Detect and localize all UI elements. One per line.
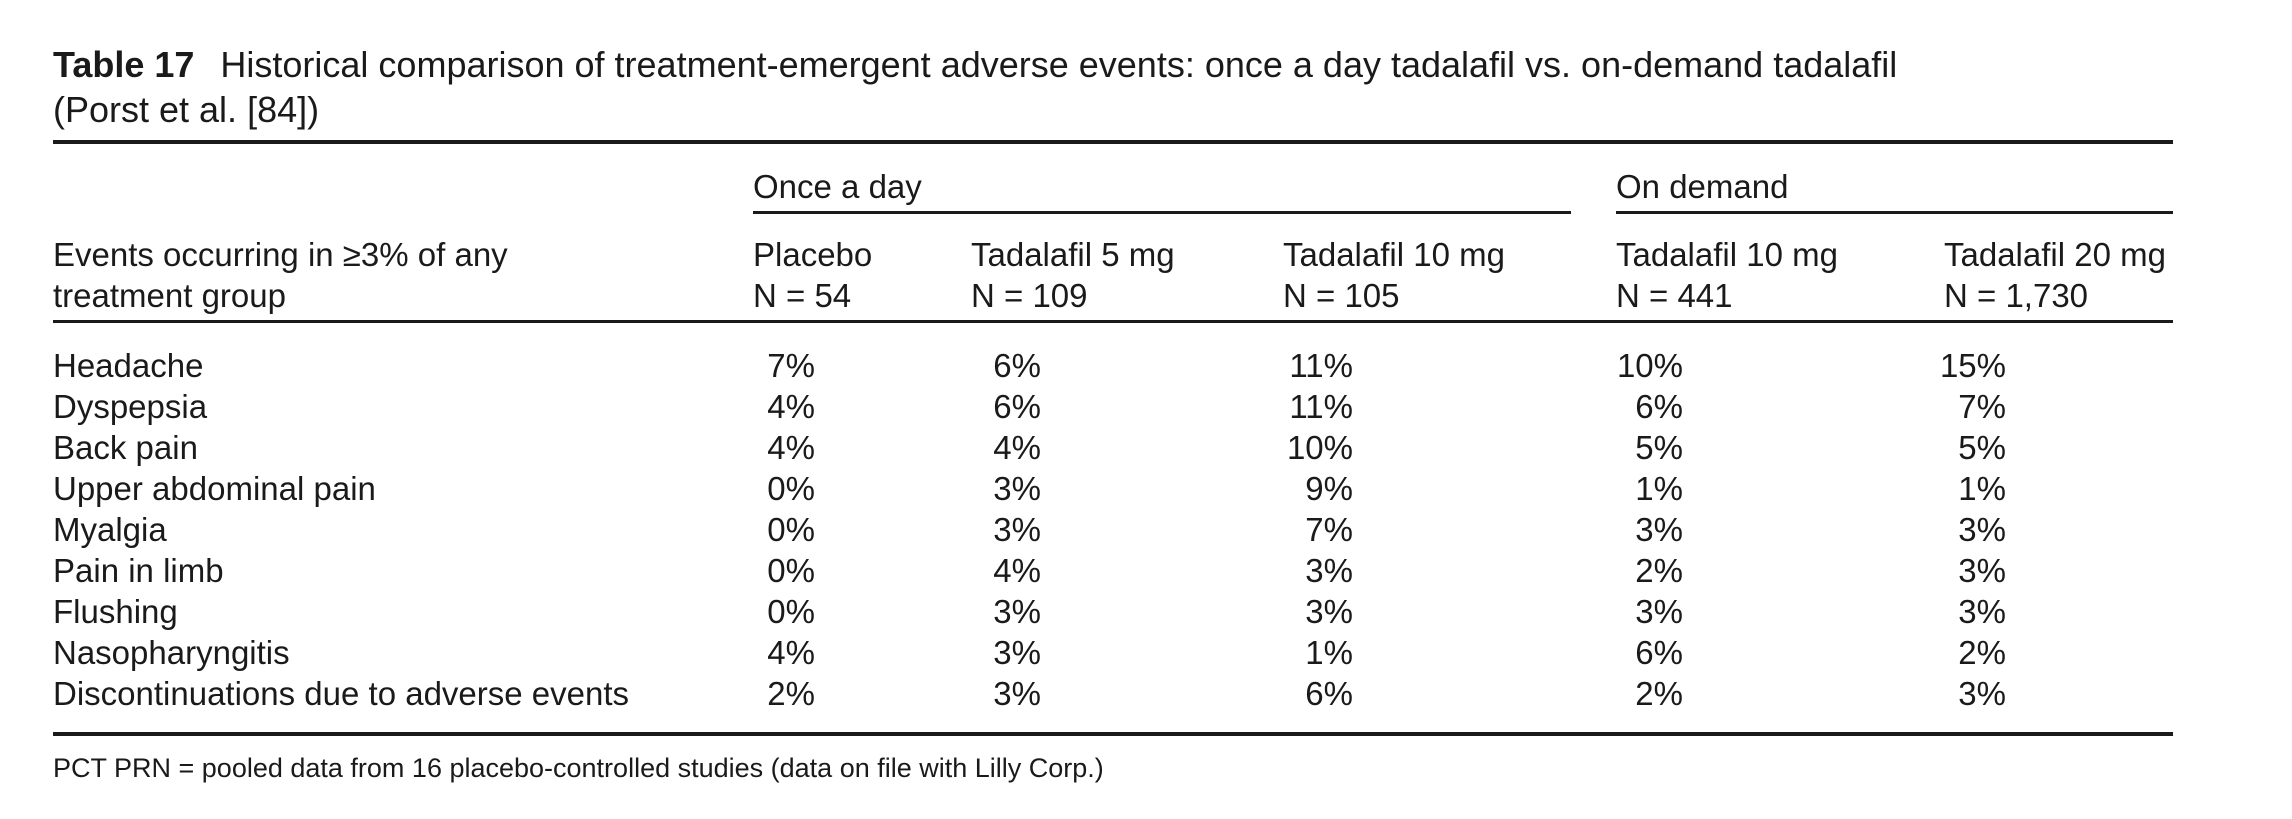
table-cell-value: 0%	[767, 593, 815, 630]
row-event-label: Flushing	[53, 593, 178, 630]
table-cell-value: 11%	[1289, 347, 1353, 384]
table-cell-value: 4%	[993, 429, 1041, 466]
table-title: Historical comparison of treatment-emerg…	[220, 44, 1898, 85]
column-n: N = 109	[971, 277, 1088, 314]
table-cell-value: 3%	[1958, 675, 2006, 712]
table-cell-value: 2%	[1635, 675, 1683, 712]
table-label: Table 17	[53, 44, 195, 85]
group-rule-once-a-day	[753, 211, 1571, 214]
column-n: N = 105	[1283, 277, 1400, 314]
table-cell-value: 6%	[993, 388, 1041, 425]
table-cell-value: 4%	[767, 429, 815, 466]
column-header-tadalafil-20mg: Tadalafil 20 mg N = 1,730	[1944, 234, 2166, 316]
header-rule	[53, 320, 2173, 323]
table-cell-value: 9%	[1305, 470, 1353, 507]
table-cell-value: 3%	[993, 675, 1041, 712]
table-cell-value: 2%	[1635, 552, 1683, 589]
table-cell-value: 2%	[767, 675, 815, 712]
table-cell-value: 10%	[1616, 347, 1683, 384]
table-cell-value: 3%	[1958, 511, 2006, 548]
row-event-label: Nasopharyngitis	[53, 634, 290, 671]
table-cell-value: 7%	[1305, 511, 1353, 548]
table-cell-value: 3%	[1305, 552, 1353, 589]
group-header-once-a-day: Once a day	[753, 168, 922, 205]
table-cell-value: 3%	[1635, 511, 1683, 548]
table-footnote: PCT PRN = pooled data from 16 placebo-co…	[53, 753, 1104, 783]
table-cell-value: 6%	[1305, 675, 1353, 712]
table-cell-value: 7%	[1958, 388, 2006, 425]
table-cell-value: 6%	[1635, 634, 1683, 671]
table-cell-value: 0%	[767, 552, 815, 589]
table-cell-value: 15%	[1939, 347, 2006, 384]
column-name: Placebo	[753, 236, 873, 273]
row-event-label: Headache	[53, 347, 204, 384]
row-event-label: Myalgia	[53, 511, 167, 548]
top-rule	[53, 140, 2173, 144]
table-cell-value: 3%	[993, 511, 1041, 548]
table-cell-value: 3%	[993, 593, 1041, 630]
table-cell-value: 4%	[767, 634, 815, 671]
table-cell-value: 3%	[1958, 552, 2006, 589]
table-cell-value: 3%	[993, 634, 1041, 671]
column-n: N = 441	[1616, 277, 1733, 314]
row-event-label: Discontinuations due to adverse events	[53, 675, 630, 712]
table-caption: Table 17 Historical comparison of treatme…	[53, 42, 2173, 132]
table-page: Table 17 Historical comparison of treatme…	[53, 0, 2173, 819]
column-name: Tadalafil 5 mg	[971, 236, 1175, 273]
table-cell-value: 1%	[1958, 470, 2006, 507]
table-title-citation: (Porst et al. [84])	[53, 89, 320, 130]
table-cell-value: 3%	[1958, 593, 2006, 630]
stub-header: Events occurring in ≥3% of any treatment…	[53, 236, 508, 314]
row-event-label: Back pain	[53, 429, 198, 466]
table-cell-value: 1%	[1305, 634, 1353, 671]
column-n: N = 1,730	[1944, 277, 2089, 314]
column-header-tadalafil-10mg-daily: Tadalafil 10 mg N = 105	[1283, 234, 1505, 316]
table-cell-value: 1%	[1635, 470, 1683, 507]
column-name: Tadalafil 20 mg	[1944, 236, 2166, 273]
table-cell-value: 7%	[767, 347, 815, 384]
group-header-on-demand: On demand	[1616, 168, 1789, 205]
column-header-placebo: Placebo N = 54	[753, 234, 872, 316]
table-cell-value: 3%	[1305, 593, 1353, 630]
column-n: N = 54	[753, 277, 852, 314]
column-header-tadalafil-5mg: Tadalafil 5 mg N = 109	[971, 234, 1175, 316]
table-cell-value: 3%	[993, 470, 1041, 507]
row-event-label: Upper abdominal pain	[53, 470, 376, 507]
table-cell-value: 3%	[1635, 593, 1683, 630]
table-cell-value: 4%	[993, 552, 1041, 589]
table-cell-value: 5%	[1958, 429, 2006, 466]
table-cell-value: 6%	[1635, 388, 1683, 425]
table-cell-value: 11%	[1289, 388, 1353, 425]
group-rule-on-demand	[1616, 211, 2173, 214]
table-cell-value: 2%	[1958, 634, 2006, 671]
table-cell-value: 6%	[993, 347, 1041, 384]
table-cell-value: 0%	[767, 511, 815, 548]
row-event-label: Dyspepsia	[53, 388, 208, 425]
table-cell-value: 5%	[1635, 429, 1683, 466]
table-cell-value: 0%	[767, 470, 815, 507]
column-header-tadalafil-10mg-on-demand: Tadalafil 10 mg N = 441	[1616, 234, 1838, 316]
caption-line-1: Table 17 Historical comparison of treatme…	[53, 42, 2173, 87]
bottom-rule	[53, 732, 2173, 736]
table-cell-value: 4%	[767, 388, 815, 425]
row-event-label: Pain in limb	[53, 552, 224, 589]
column-name: Tadalafil 10 mg	[1283, 236, 1505, 273]
column-name: Tadalafil 10 mg	[1616, 236, 1838, 273]
table-cell-value: 10%	[1286, 429, 1353, 466]
